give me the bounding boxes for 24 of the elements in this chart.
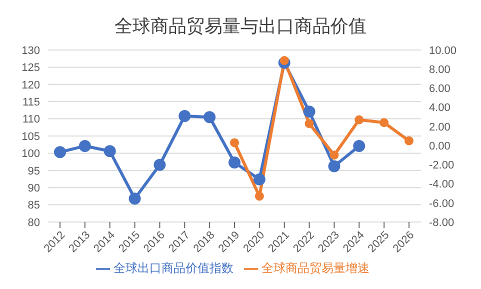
y2-tick-label: -2.00 — [429, 160, 454, 172]
y2-tick-label: 8.00 — [429, 64, 450, 76]
y-tick-label: 95 — [28, 165, 40, 178]
y-tick-label: 115 — [22, 96, 40, 109]
y-tick-label: 125 — [22, 62, 40, 74]
y-tick-label: 85 — [28, 200, 40, 212]
y2-tick-label: -8.00 — [429, 216, 454, 229]
y2-tick-label: 4.00 — [429, 102, 450, 114]
y2-tick-label: -4.00 — [429, 178, 454, 191]
y-tick-label: 120 — [22, 79, 40, 92]
y2-tick-label: 0.00 — [429, 140, 450, 152]
y-tick-label: 105 — [22, 130, 40, 143]
legend-label: 全球出口商品价值指数 — [114, 261, 234, 275]
y-tick-label: 80 — [28, 216, 40, 229]
legend-label: 全球商品贸易量增速 — [262, 261, 370, 275]
chart-title: 全球商品贸易量与出口商品价值 — [114, 15, 368, 38]
y-tick-label: 90 — [28, 182, 40, 195]
y-tick-label: 130 — [22, 44, 40, 57]
y-tick-label: 100 — [22, 148, 40, 160]
y2-tick-label: 2.00 — [429, 121, 450, 134]
y-tick-label: 110 — [22, 114, 40, 126]
y2-tick-label: 10.00 — [429, 44, 457, 57]
y2-tick-label: -6.00 — [429, 198, 454, 210]
y2-tick-label: 6.00 — [429, 83, 450, 96]
